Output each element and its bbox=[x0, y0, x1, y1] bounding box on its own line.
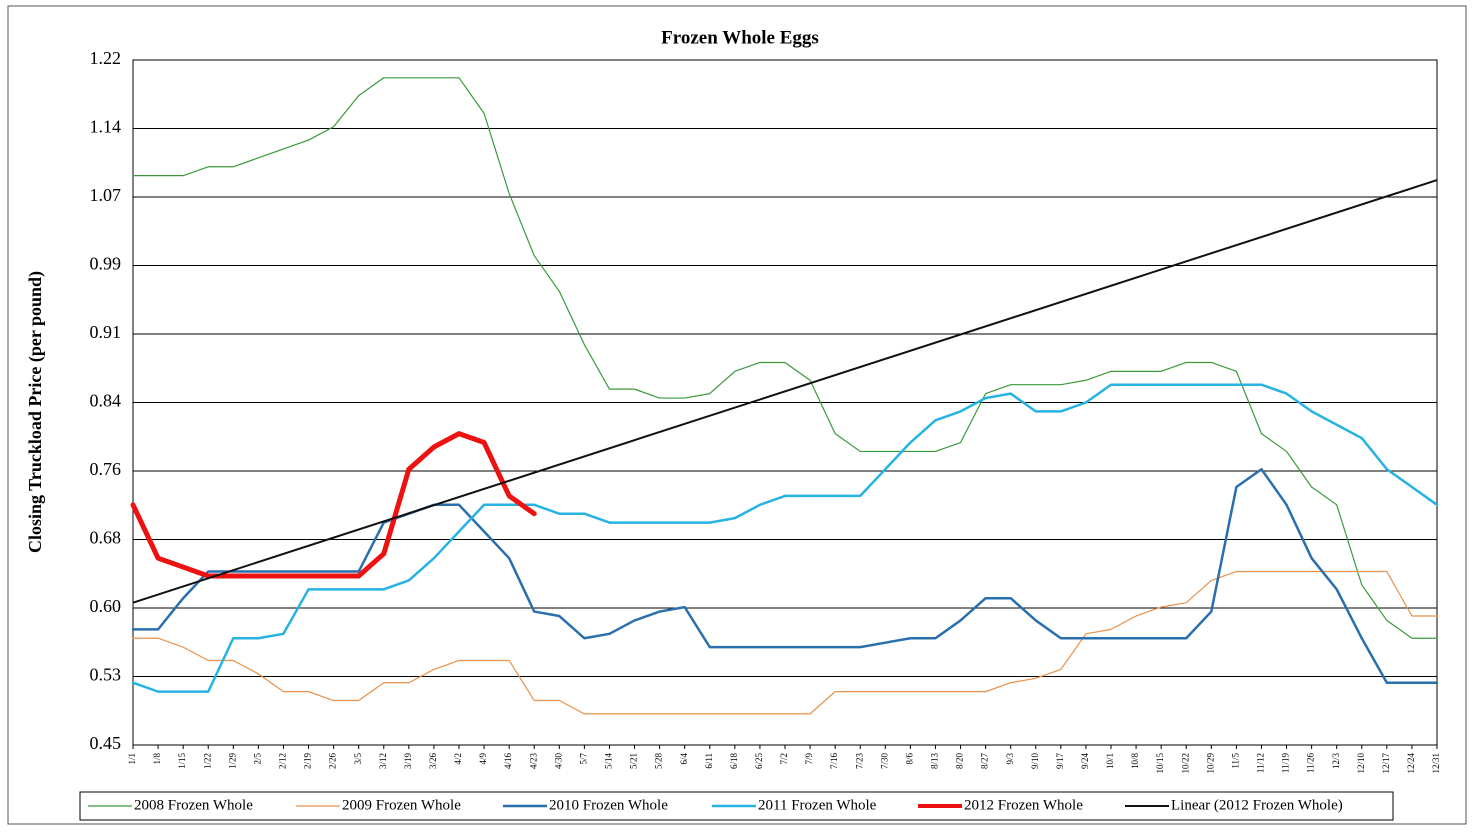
x-tick-label: 9/3 bbox=[1005, 753, 1015, 765]
x-tick-label: 8/27 bbox=[980, 753, 990, 770]
y-tick-label: 0.99 bbox=[90, 254, 122, 274]
x-tick-label: 11/19 bbox=[1281, 753, 1291, 774]
x-tick-label: 7/16 bbox=[829, 753, 839, 770]
x-tick-label: 12/31 bbox=[1431, 753, 1441, 774]
x-tick-label: 12/17 bbox=[1381, 753, 1391, 774]
legend-label: 2011 Frozen Whole bbox=[758, 797, 877, 813]
x-tick-label: 9/24 bbox=[1080, 753, 1090, 770]
x-tick-label: 11/26 bbox=[1306, 753, 1316, 774]
y-axis-label: Closing Truckload Price (per pound) bbox=[25, 271, 46, 553]
x-tick-label: 1/22 bbox=[202, 753, 212, 769]
x-tick-label: 3/12 bbox=[378, 753, 388, 769]
x-tick-label: 1/8 bbox=[152, 753, 162, 765]
x-tick-label: 10/22 bbox=[1180, 753, 1190, 774]
x-tick-label: 8/20 bbox=[955, 753, 965, 770]
x-tick-label: 5/28 bbox=[654, 753, 664, 770]
legend-label: 2009 Frozen Whole bbox=[342, 797, 461, 813]
x-tick-label: 10/29 bbox=[1205, 753, 1215, 774]
x-tick-label: 7/30 bbox=[879, 753, 889, 770]
chart-title: Frozen Whole Eggs bbox=[661, 27, 819, 48]
x-tick-label: 6/4 bbox=[679, 753, 689, 765]
x-tick-label: 1/1 bbox=[127, 753, 137, 765]
x-tick-label: 1/15 bbox=[177, 753, 187, 770]
x-tick-label: 7/2 bbox=[779, 753, 789, 765]
legend-label: 2010 Frozen Whole bbox=[549, 797, 668, 813]
x-tick-label: 6/11 bbox=[704, 753, 714, 769]
trend-line bbox=[132, 179, 1438, 604]
x-tick-label: 3/19 bbox=[403, 753, 413, 770]
x-tick-label: 10/1 bbox=[1105, 753, 1115, 769]
x-tick-label: 2/12 bbox=[278, 753, 288, 769]
x-tick-label: 5/14 bbox=[604, 753, 614, 770]
y-tick-label: 1.07 bbox=[90, 185, 122, 205]
x-tick-label: 2/26 bbox=[328, 753, 338, 770]
x-tick-label: 3/26 bbox=[428, 753, 438, 770]
x-tick-label: 2/19 bbox=[303, 753, 313, 770]
x-tick-label: 4/9 bbox=[478, 753, 488, 765]
y-tick-label: 0.84 bbox=[90, 391, 122, 411]
x-tick-label: 4/16 bbox=[503, 753, 513, 770]
x-tick-label: 11/12 bbox=[1256, 753, 1266, 773]
x-tick-label: 6/18 bbox=[729, 753, 739, 770]
x-tick-label: 5/7 bbox=[578, 753, 588, 765]
x-tick-label: 10/8 bbox=[1130, 753, 1140, 770]
y-tick-label: 0.53 bbox=[90, 665, 122, 685]
x-tick-label: 9/17 bbox=[1055, 753, 1065, 770]
x-tick-label: 4/23 bbox=[528, 753, 538, 770]
x-tick-label: 7/9 bbox=[804, 753, 814, 765]
legend-label: Linear (2012 Frozen Whole) bbox=[1171, 797, 1343, 813]
y-tick-label: 0.76 bbox=[90, 459, 122, 479]
x-tick-label: 11/5 bbox=[1230, 753, 1240, 769]
x-tick-label: 1/29 bbox=[227, 753, 237, 770]
x-tick-label: 6/25 bbox=[754, 753, 764, 770]
y-tick-label: 1.22 bbox=[90, 48, 122, 68]
x-tick-label: 12/3 bbox=[1331, 753, 1341, 770]
legend-label: 2012 Frozen Whole bbox=[964, 797, 1083, 813]
series-line bbox=[132, 570, 1438, 715]
x-tick-label: 12/10 bbox=[1356, 753, 1366, 774]
x-tick-label: 12/24 bbox=[1406, 753, 1416, 774]
y-tick-label: 0.45 bbox=[90, 733, 122, 753]
y-tick-label: 0.60 bbox=[90, 596, 122, 616]
x-tick-label: 4/30 bbox=[553, 753, 563, 770]
series-line bbox=[131, 467, 1439, 684]
y-tick-label: 0.91 bbox=[90, 322, 122, 342]
y-tick-label: 0.68 bbox=[90, 528, 122, 548]
y-tick-label: 1.14 bbox=[90, 117, 122, 137]
x-tick-label: 9/10 bbox=[1030, 753, 1040, 770]
x-tick-label: 8/13 bbox=[930, 753, 940, 770]
x-tick-label: 5/21 bbox=[629, 753, 639, 769]
x-tick-label: 4/2 bbox=[453, 753, 463, 765]
series-line bbox=[132, 77, 1438, 639]
x-tick-label: 2/5 bbox=[252, 753, 262, 765]
x-tick-label: 8/6 bbox=[904, 753, 914, 765]
x-tick-label: 3/5 bbox=[353, 753, 363, 765]
series-line bbox=[130, 431, 537, 579]
x-tick-label: 7/23 bbox=[854, 753, 864, 770]
legend-label: 2008 Frozen Whole bbox=[134, 797, 253, 813]
x-tick-label: 10/15 bbox=[1155, 753, 1165, 774]
series-line bbox=[131, 383, 1439, 693]
chart-frame bbox=[7, 5, 1467, 825]
